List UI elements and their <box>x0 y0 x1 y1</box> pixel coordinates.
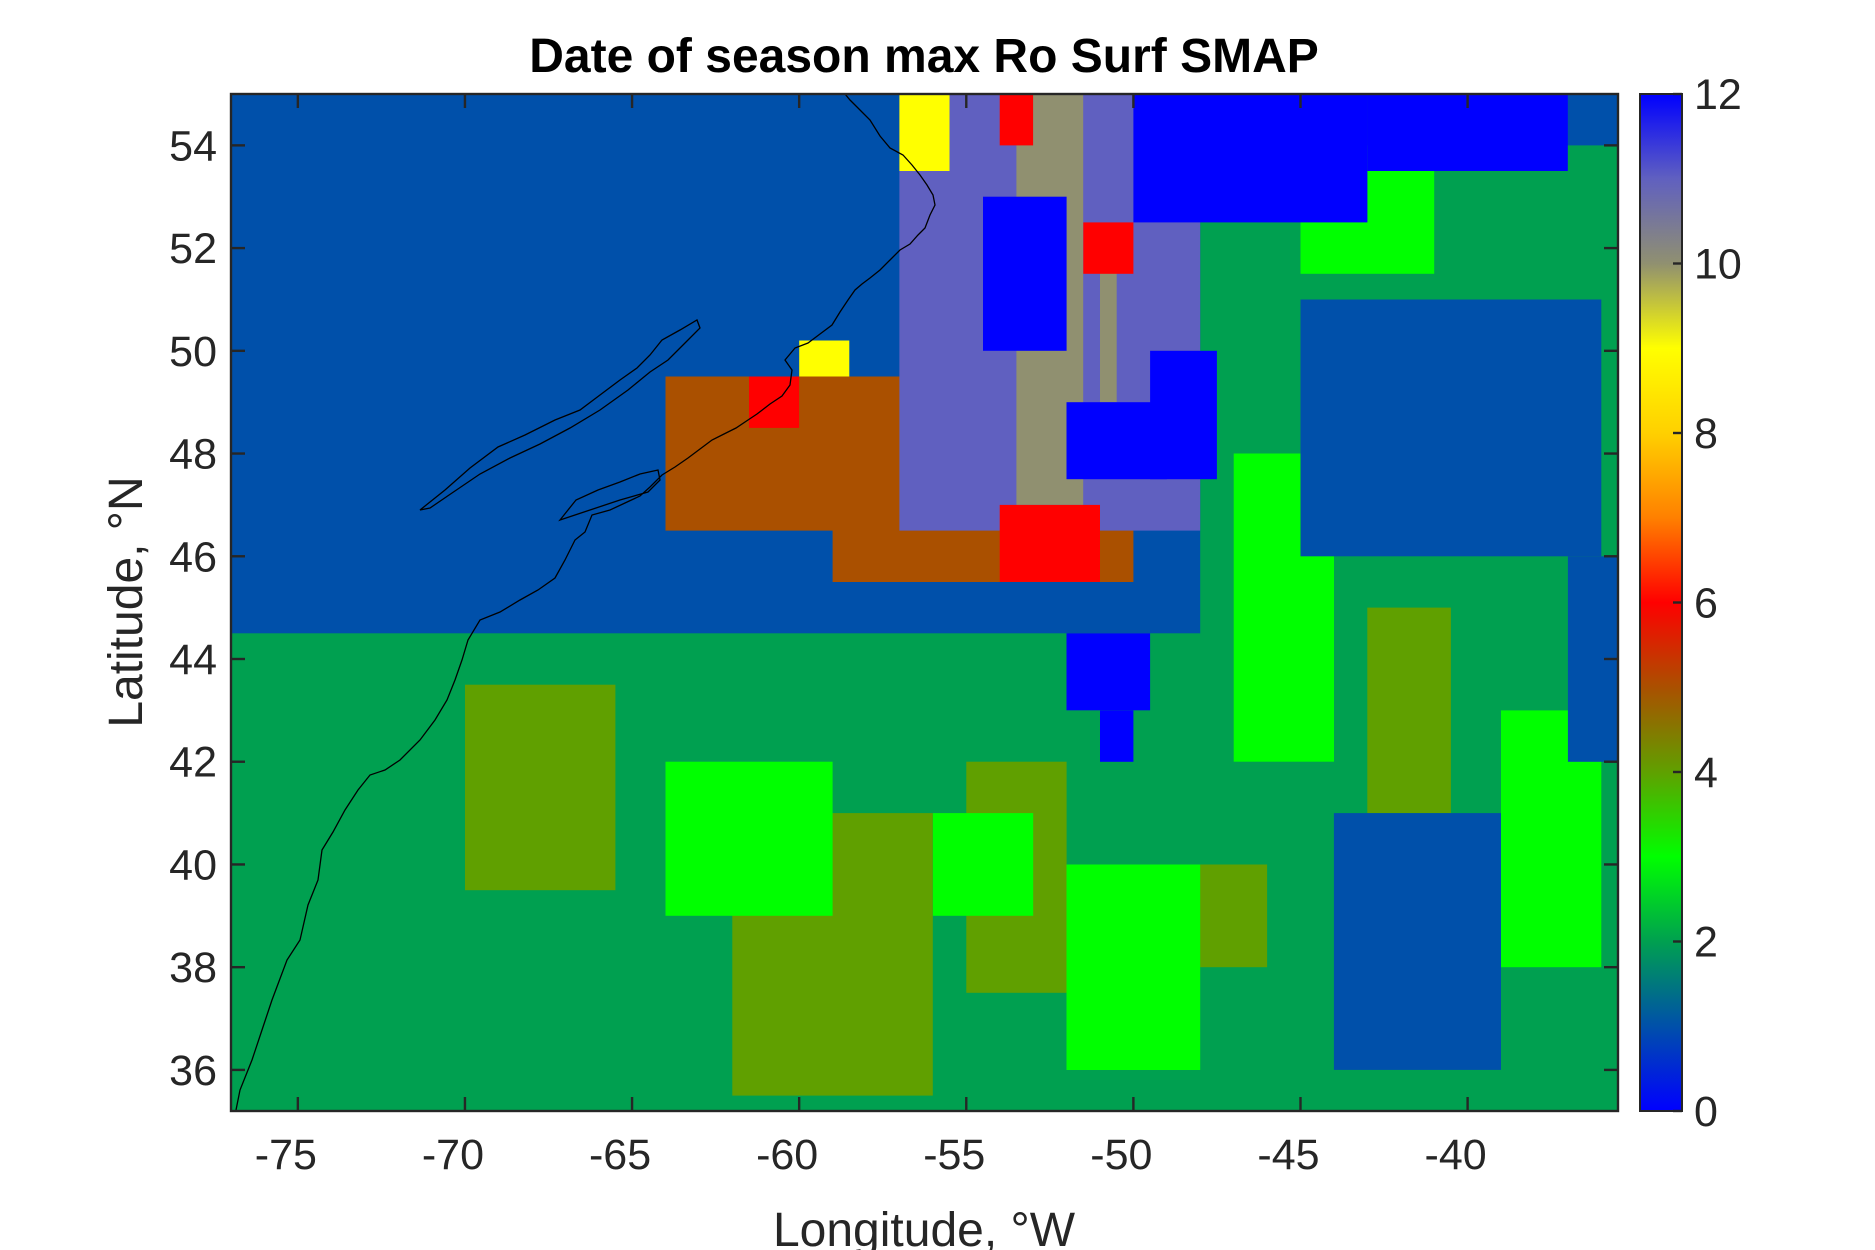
y-tick-label: 50 <box>169 328 217 376</box>
heatmap-region-27 <box>1066 633 1151 711</box>
y-tick-label: 54 <box>169 122 217 170</box>
colorbar-ticks: 0 2 4 6 8 10 12 <box>1673 71 1742 1136</box>
x-axis-label: Longitude, °W <box>773 1204 1076 1250</box>
y-axis-label: Latitude, °N <box>100 476 153 727</box>
colorbar-tick-label: 0 <box>1694 1088 1718 1136</box>
y-tick-label: 38 <box>169 944 217 992</box>
heatmap-region-21 <box>1100 248 1117 403</box>
y-tick-label: 46 <box>169 533 217 581</box>
colorbar-tick-label: 10 <box>1694 241 1742 289</box>
x-tick-label: -65 <box>589 1131 651 1179</box>
y-tick-label: 42 <box>169 739 217 787</box>
plot-frame <box>229 92 1620 1113</box>
colorbar-tick-label: 6 <box>1694 580 1718 628</box>
x-axis-ticks: -75 -70 -65 -60 -55 -50 -45 -40 <box>255 94 1487 1179</box>
heatmap-region-34 <box>799 340 850 377</box>
x-tick-label: -50 <box>1090 1131 1152 1179</box>
y-axis-ticks: 36 38 40 42 44 46 48 50 52 54 <box>169 122 1618 1095</box>
heatmap-region-6 <box>1367 607 1451 814</box>
heatmap-region-24 <box>1150 350 1217 480</box>
heatmap-region-30 <box>999 504 1100 582</box>
x-tick-label: -75 <box>255 1131 317 1179</box>
y-tick-label: 52 <box>169 225 217 273</box>
colorbar-tick-label: 2 <box>1694 919 1718 967</box>
heatmap-region-9 <box>1066 864 1201 1070</box>
colorbar-tick-label: 4 <box>1694 749 1718 797</box>
heatmap-region-8 <box>932 813 1034 916</box>
heatmap-region-28 <box>1100 710 1134 762</box>
x-tick-label: -55 <box>923 1131 985 1179</box>
heatmap-region-13 <box>1333 813 1501 1070</box>
heatmap-region-22 <box>983 196 1067 351</box>
heatmap-region-2 <box>465 684 616 891</box>
colorbar-tick-label: 8 <box>1694 410 1718 458</box>
y-tick-label: 36 <box>169 1047 217 1095</box>
heatmap-region-29 <box>1083 222 1134 274</box>
plot-area <box>231 94 1618 1111</box>
heatmap-region-33 <box>899 94 950 171</box>
heatmap-region-23 <box>1066 402 1167 480</box>
x-tick-label: -40 <box>1425 1131 1487 1179</box>
chart-title: Date of season max Ro Surf SMAP <box>529 30 1319 83</box>
heatmap-region-7 <box>665 761 833 916</box>
x-tick-label: -60 <box>756 1131 818 1179</box>
heatmap-region-31 <box>749 376 800 428</box>
coastline <box>235 94 936 1111</box>
heatmap-region-32 <box>999 94 1034 146</box>
heatmap-region-14 <box>1300 299 1602 557</box>
x-tick-label: -45 <box>1257 1131 1319 1179</box>
x-tick-label: -70 <box>422 1131 484 1179</box>
heatmap-region-25 <box>1133 94 1368 223</box>
y-tick-label: 44 <box>169 636 217 684</box>
heatmap-cells <box>231 94 1618 1111</box>
y-tick-label: 48 <box>169 431 217 479</box>
y-tick-label: 40 <box>169 841 217 889</box>
colorbar-tick-label: 12 <box>1694 71 1742 119</box>
